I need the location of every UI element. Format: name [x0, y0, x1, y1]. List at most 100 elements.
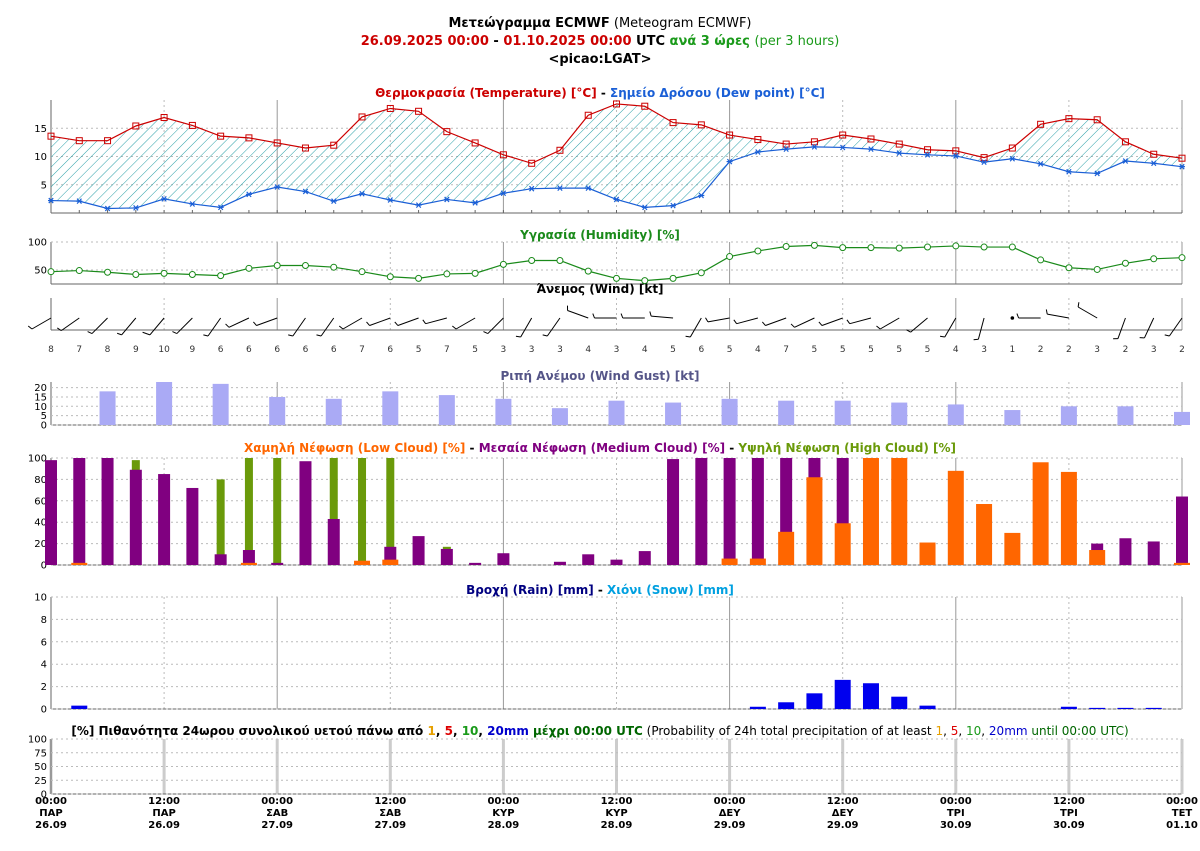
- y-tick-label: 0: [41, 790, 47, 801]
- x-tick-day: ΣΑΒ: [379, 808, 401, 819]
- humidity-point: [924, 243, 932, 251]
- dewpoint-point-stroke: [500, 190, 507, 197]
- wind-barb-shaft: [977, 317, 985, 340]
- rain-bar: [891, 696, 908, 709]
- temperature-point: [1150, 150, 1158, 158]
- dewpoint-point-stroke: [133, 205, 139, 211]
- medium-cloud-bar: [299, 461, 312, 565]
- dewpoint-point: [443, 196, 450, 203]
- low-cloud-bar: [891, 458, 908, 565]
- wind-barb-flag: [818, 321, 823, 326]
- rain-bar: [1089, 707, 1106, 709]
- humidity-point: [726, 253, 734, 261]
- gust-bar: [382, 391, 399, 425]
- dewpoint-point-stroke: [76, 198, 82, 205]
- x-tick-date: 28.09: [601, 820, 633, 831]
- wind-speed-label: 6: [246, 345, 252, 355]
- wind-barb-shaft: [121, 317, 137, 336]
- wind-speed-label: 3: [981, 345, 987, 355]
- x-tick-day: ΔΕΥ: [832, 808, 855, 819]
- header-title-en: (Meteogram ECMWF): [613, 16, 752, 31]
- y-tick-label: 100: [28, 238, 47, 249]
- probability-panel-title-part: 1: [427, 724, 435, 738]
- wind-speed-label: 5: [472, 345, 478, 355]
- wind-barb: [542, 317, 561, 337]
- medium-cloud-bar: [186, 487, 199, 565]
- y-tick-label: 0: [41, 561, 47, 572]
- dewpoint-point-stroke: [840, 144, 846, 151]
- wind-barb: [939, 317, 957, 338]
- rain-bar: [71, 705, 88, 709]
- probability-panel-title-part: 10: [462, 724, 479, 738]
- x-tick-day: ΤΡΙ: [947, 808, 965, 819]
- temperature-point: [415, 107, 423, 115]
- wind-barb: [705, 317, 730, 323]
- header-dash: -: [493, 34, 499, 49]
- cloud-panel-title-part: -: [725, 441, 738, 455]
- temperature-point: [132, 122, 140, 130]
- y-tick-label: 40: [34, 518, 47, 529]
- wind-barb: [566, 305, 589, 319]
- medium-cloud-bar: [723, 458, 736, 565]
- wind-barb: [87, 317, 108, 335]
- x-tick-day: ΤΕΤ: [1172, 808, 1193, 819]
- temperature-point: [47, 132, 55, 140]
- low-cloud-bar: [1004, 532, 1021, 565]
- wind-speed-label: 6: [274, 345, 280, 355]
- wind-speed-label: 5: [670, 345, 676, 355]
- dewpoint-point-stroke: [1066, 168, 1072, 175]
- dewpoint-point-stroke: [1179, 163, 1185, 170]
- wind-barb-shaft: [292, 317, 306, 337]
- wind-barb-flag: [906, 329, 911, 333]
- x-tick-date: 27.09: [261, 820, 293, 831]
- gust-bar: [1174, 411, 1190, 425]
- y-tick-label: 5: [41, 180, 47, 191]
- gust-bar: [665, 402, 682, 425]
- dewpoint-point-stroke: [783, 146, 789, 153]
- low-cloud-bar: [749, 558, 766, 565]
- dewpoint-point-stroke: [302, 188, 309, 195]
- wind-barb-shaft: [794, 317, 815, 328]
- x-tick-time: 12:00: [374, 796, 406, 807]
- wind-speed-label: 10: [158, 345, 170, 355]
- dewpoint-point: [415, 202, 422, 208]
- rain-bar: [1060, 706, 1077, 709]
- wind-barb: [1010, 316, 1015, 320]
- humidity-point: [556, 256, 564, 264]
- wind-speed-label: 7: [76, 345, 82, 355]
- temperature-point: [669, 119, 677, 127]
- wind-barb-shaft: [1168, 317, 1183, 337]
- y-tick-label: 50: [34, 266, 47, 277]
- temperature-point: [499, 151, 507, 159]
- humidity-point: [104, 268, 112, 276]
- dewpoint-point: [302, 188, 309, 195]
- wind-barb: [973, 317, 985, 341]
- humidity-point: [867, 244, 875, 252]
- dewpoint-point: [132, 205, 139, 211]
- medium-cloud-bar: [101, 458, 114, 565]
- dewpoint-point-stroke: [444, 196, 450, 203]
- dewpoint-point: [952, 153, 959, 159]
- temperature-point: [1093, 116, 1101, 124]
- humidity-point: [810, 241, 818, 249]
- probability-panel-title: [%] Πιθανότητα 24ωρου συνολικού υετού πά…: [71, 724, 1128, 738]
- wind-speed-label: 2: [1066, 345, 1072, 355]
- wind-barb-flag: [1016, 313, 1020, 319]
- dewpoint-point-stroke: [1151, 160, 1157, 167]
- wind-barb: [761, 317, 787, 326]
- dewpoint-point: [839, 144, 846, 151]
- humidity-point: [1121, 259, 1129, 267]
- dewpoint-point: [274, 184, 281, 190]
- dewpoint-point: [896, 150, 903, 157]
- gust-bar: [212, 383, 229, 425]
- dewpoint-point-stroke: [161, 195, 167, 202]
- dewpoint-point: [811, 143, 818, 150]
- temperature-point: [528, 159, 536, 167]
- medium-cloud-bar: [1176, 496, 1188, 565]
- probability-panel-title-part: 5: [951, 724, 959, 738]
- dewpoint-point: [783, 146, 790, 153]
- probability-panel-title-part: ,: [981, 724, 989, 738]
- medium-cloud-bar: [638, 551, 651, 565]
- wind-barb-flag: [685, 335, 691, 338]
- medium-cloud-bar: [214, 554, 227, 565]
